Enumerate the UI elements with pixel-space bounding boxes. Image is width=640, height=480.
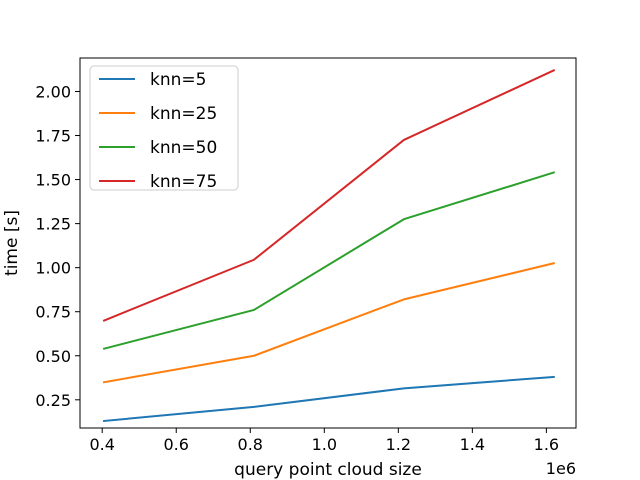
y-tick-label: 0.75 bbox=[35, 303, 71, 322]
series-line-knn-5 bbox=[102, 375, 555, 423]
plot-area-frame bbox=[79, 57, 577, 429]
legend-label-knn-25: knn=25 bbox=[150, 104, 217, 124]
legend-label-knn-50: knn=50 bbox=[150, 138, 217, 158]
x-axis-offset-label: 1e6 bbox=[546, 459, 576, 478]
y-axis-label: time [s] bbox=[2, 210, 22, 276]
series-line-knn-50 bbox=[102, 171, 556, 350]
series-layer bbox=[102, 69, 556, 423]
x-tick-label: 1.2 bbox=[386, 435, 411, 454]
legend: knn=5 knn=25 knn=50 knn=75 bbox=[89, 65, 239, 192]
x-tick-label: 1.6 bbox=[534, 435, 559, 454]
series-line-knn-25 bbox=[102, 262, 555, 384]
x-tick-label: 0.4 bbox=[89, 435, 114, 454]
y-axis-ticks: 0.25 0.50 0.75 1.00 1.25 1.50 1.75 2.00 bbox=[35, 82, 80, 410]
y-tick-label: 1.00 bbox=[35, 259, 71, 278]
x-axis-label: query point cloud size bbox=[234, 460, 422, 480]
legend-label-knn-75: knn=75 bbox=[150, 172, 217, 192]
legend-label-knn-5: knn=5 bbox=[150, 70, 206, 90]
x-tick-label: 1.0 bbox=[312, 435, 337, 454]
y-tick-label: 1.75 bbox=[35, 127, 71, 146]
x-tick-label: 0.6 bbox=[164, 435, 189, 454]
y-tick-label: 0.50 bbox=[35, 347, 71, 366]
x-tick-label: 0.8 bbox=[238, 435, 263, 454]
x-tick-label: 1.4 bbox=[460, 435, 485, 454]
y-tick-label: 0.25 bbox=[35, 391, 71, 410]
series-line-knn-75 bbox=[102, 69, 556, 322]
y-tick-label: 1.50 bbox=[35, 171, 71, 190]
y-tick-label: 1.25 bbox=[35, 215, 71, 234]
x-axis-ticks: 0.4 0.6 0.8 1.0 1.2 1.4 1.6 bbox=[89, 428, 559, 454]
y-tick-label: 2.00 bbox=[35, 82, 71, 101]
legend-box bbox=[89, 65, 239, 191]
